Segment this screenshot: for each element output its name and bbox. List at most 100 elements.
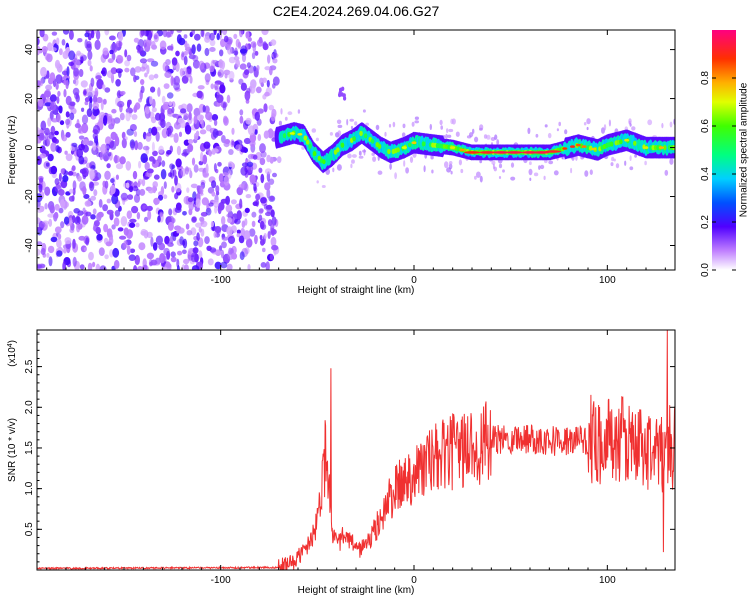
- faint-speckle: [584, 170, 589, 177]
- noise-speckle: [212, 199, 220, 205]
- noise-speckle: [269, 195, 275, 201]
- noise-speckle: [68, 30, 74, 40]
- noise-speckle: [126, 245, 131, 255]
- noise-speckle: [59, 120, 65, 126]
- noise-speckle: [68, 188, 74, 194]
- noise-speckle: [82, 185, 87, 196]
- noise-speckle: [245, 31, 250, 39]
- noise-speckle: [103, 115, 108, 126]
- noise-speckle: [127, 99, 132, 105]
- noise-speckle: [68, 50, 76, 61]
- noise-speckle: [251, 211, 257, 218]
- noise-speckle: [238, 235, 245, 244]
- noise-speckle: [183, 34, 188, 39]
- noise-speckle: [192, 59, 200, 69]
- ridge-core: [401, 146, 407, 149]
- noise-speckle: [37, 241, 43, 247]
- noise-speckle: [54, 226, 62, 234]
- noise-speckle: [139, 188, 146, 196]
- noise-speckle: [119, 235, 127, 240]
- noise-speckle: [68, 217, 73, 227]
- noise-speckle: [117, 227, 124, 232]
- noise-speckle: [158, 242, 166, 251]
- noise-speckle: [187, 65, 192, 75]
- noise-speckle: [55, 82, 59, 90]
- noise-speckle: [159, 253, 166, 264]
- noise-speckle: [252, 42, 257, 53]
- snr-scale-prefix: (x10: [7, 347, 18, 367]
- noise-speckle: [268, 104, 275, 111]
- noise-speckle: [177, 227, 185, 234]
- noise-speckle: [213, 30, 217, 36]
- noise-speckle: [255, 199, 259, 207]
- faint-speckle: [444, 161, 449, 169]
- colorbar-tick-label: 0.2: [700, 215, 711, 229]
- noise-speckle: [120, 90, 126, 96]
- noise-speckle: [246, 161, 254, 168]
- noise-speckle: [65, 118, 71, 125]
- noise-speckle: [106, 209, 114, 215]
- noise-speckle: [258, 214, 263, 222]
- noise-speckle: [56, 250, 63, 257]
- noise-speckle: [146, 64, 150, 75]
- ridge-inner: [340, 142, 345, 148]
- noise-speckle: [218, 173, 224, 183]
- noise-speckle: [96, 78, 104, 90]
- faint-speckle: [336, 119, 342, 125]
- noise-speckle: [114, 154, 118, 164]
- faint-speckle: [409, 156, 414, 163]
- noise-speckle: [49, 110, 54, 121]
- noise-speckle: [199, 186, 204, 195]
- noise-speckle: [84, 97, 90, 103]
- faint-speckle: [446, 128, 449, 134]
- faint-speckle: [586, 118, 591, 125]
- noise-speckle: [138, 242, 146, 251]
- noise-speckle: [209, 65, 215, 73]
- noise-speckle: [233, 33, 238, 40]
- y-tick-label: 1.5: [24, 441, 35, 455]
- noise-speckle: [114, 209, 121, 217]
- noise-speckle: [37, 98, 44, 107]
- faint-speckle: [358, 155, 364, 159]
- noise-speckle: [216, 87, 221, 96]
- noise-speckle: [236, 186, 244, 196]
- faint-speckle: [346, 118, 349, 126]
- faint-speckle: [479, 175, 483, 183]
- noise-speckle: [98, 247, 105, 256]
- ridge-inner: [352, 136, 356, 142]
- noise-speckle: [191, 265, 200, 270]
- noise-speckle: [115, 174, 119, 180]
- noise-speckle: [89, 181, 95, 192]
- noise-speckle: [72, 215, 76, 224]
- noise-speckle: [254, 50, 259, 56]
- noise-speckle: [125, 112, 131, 122]
- faint-speckle: [445, 133, 448, 140]
- noise-speckle: [110, 178, 115, 184]
- noise-speckle: [270, 236, 277, 247]
- noise-speckle: [223, 35, 229, 43]
- ridge-inner: [619, 139, 623, 145]
- noise-speckle: [249, 84, 256, 94]
- noise-speckle: [160, 118, 166, 129]
- x-tick-label: 0: [411, 275, 417, 286]
- ridge-core: [570, 145, 575, 148]
- noise-speckle: [140, 85, 145, 94]
- noise-speckle: [265, 205, 273, 210]
- spectrogram-y-ticks: -40 -20 0 20 40: [24, 36, 675, 259]
- noise-speckle: [147, 187, 155, 194]
- noise-speckle: [216, 33, 220, 41]
- noise-speckle: [240, 48, 247, 54]
- faint-speckle: [570, 167, 573, 174]
- noise-speckle: [69, 227, 75, 234]
- noise-speckle: [148, 74, 155, 81]
- noise-speckle: [64, 237, 72, 245]
- y-tick-label: -40: [24, 238, 35, 253]
- noise-speckle: [244, 218, 248, 226]
- noise-speckle: [93, 189, 98, 197]
- faint-speckle: [558, 121, 561, 127]
- noise-speckle: [74, 59, 81, 69]
- ridge-inner: [303, 135, 308, 141]
- noise-speckle: [182, 211, 187, 216]
- faint-speckle: [624, 160, 627, 166]
